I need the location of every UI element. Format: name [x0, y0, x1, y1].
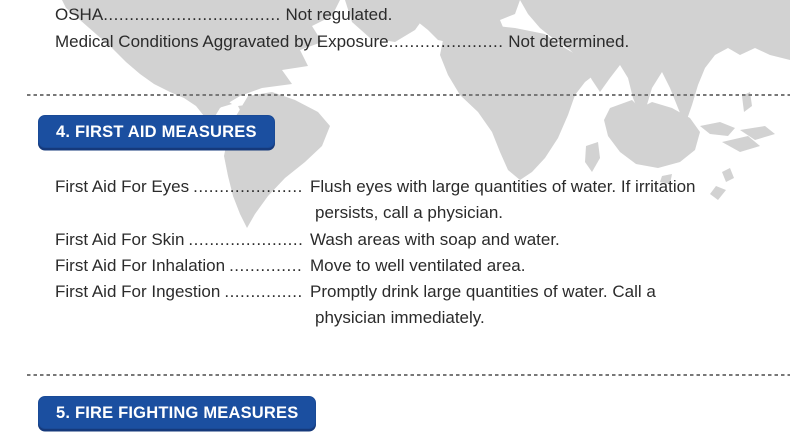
continent-asia	[520, 0, 790, 125]
islands-indonesia	[700, 122, 775, 140]
value-line: Move to well ventilated area.	[310, 255, 526, 275]
islands-new-zealand	[710, 168, 734, 200]
islands-caribbean	[214, 100, 248, 110]
field-value: Wash areas with soap and water.	[310, 227, 755, 253]
dot-leader: ........................................…	[188, 229, 302, 249]
island-greenland	[345, 0, 428, 42]
field-value: Not regulated.	[280, 5, 393, 24]
dot-leader: ........................................…	[224, 282, 302, 302]
regulatory-info-block: OSHA.................................. N…	[55, 1, 629, 55]
field-value: Flush eyes with large quantities of wate…	[310, 174, 755, 227]
first-aid-row-ingestion: First Aid For Ingestion.................…	[55, 279, 755, 332]
section-header-label: 5. FIRE FIGHTING MEASURES	[56, 404, 299, 422]
section-header-first-aid: 4. FIRST AID MEASURES	[38, 115, 275, 148]
dot-leader: ......................	[388, 32, 504, 51]
dot-leader: ..................................	[103, 5, 281, 24]
field-label: First Aid For Ingestion	[55, 282, 221, 302]
section-header-fire-fighting: 5. FIRE FIGHTING MEASURES	[38, 396, 317, 429]
field-value: Not determined.	[503, 32, 630, 51]
field-label-with-leader: First Aid For Skin......................…	[55, 227, 310, 253]
regulatory-row-osha: OSHA.................................. N…	[55, 1, 629, 28]
island-madagascar	[585, 142, 600, 172]
dot-leader: ........................................…	[229, 255, 302, 275]
field-label-with-leader: First Aid For Inhalation................…	[55, 253, 310, 279]
island-new-guinea	[722, 136, 760, 152]
field-label: First Aid For Inhalation	[55, 255, 226, 275]
field-label-with-leader: First Aid For Eyes......................…	[55, 174, 310, 200]
field-label: Medical Conditions Aggravated by Exposur…	[55, 32, 389, 51]
field-label: First Aid For Skin	[55, 229, 185, 249]
first-aid-row-skin: First Aid For Skin......................…	[55, 227, 755, 253]
value-line: Promptly drink large quantities of water…	[310, 282, 656, 302]
field-value: Move to well ventilated area.	[310, 253, 755, 279]
island-japan	[760, 30, 778, 52]
value-line: Flush eyes with large quantities of wate…	[310, 177, 696, 196]
field-label: First Aid For Eyes	[55, 177, 190, 196]
field-label-with-leader: First Aid For Ingestion.................…	[55, 279, 310, 305]
section-divider-top	[27, 94, 790, 96]
value-line-continuation: persists, call a physician.	[315, 203, 504, 223]
world-map-background	[62, 0, 790, 228]
value-line: Wash areas with soap and water.	[310, 229, 560, 249]
first-aid-row-eyes: First Aid For Eyes......................…	[55, 174, 755, 227]
continent-australia	[604, 100, 700, 168]
field-value: Promptly drink large quantities of water…	[310, 279, 755, 332]
section-header-label: 4. FIRST AID MEASURES	[56, 123, 257, 141]
first-aid-entries: First Aid For Eyes......................…	[55, 174, 755, 332]
section-divider-bottom	[27, 374, 790, 376]
dot-leader: ........................................…	[193, 177, 302, 196]
island-tasmania	[660, 174, 672, 184]
value-line-continuation: physician immediately.	[315, 308, 485, 328]
field-label: OSHA	[55, 5, 104, 24]
regulatory-row-medical-conditions: Medical Conditions Aggravated by Exposur…	[55, 28, 629, 55]
first-aid-row-inhalation: First Aid For Inhalation................…	[55, 253, 755, 279]
continent-africa	[440, 24, 598, 180]
continent-north-america	[62, 0, 340, 137]
island-philippines	[742, 92, 752, 112]
